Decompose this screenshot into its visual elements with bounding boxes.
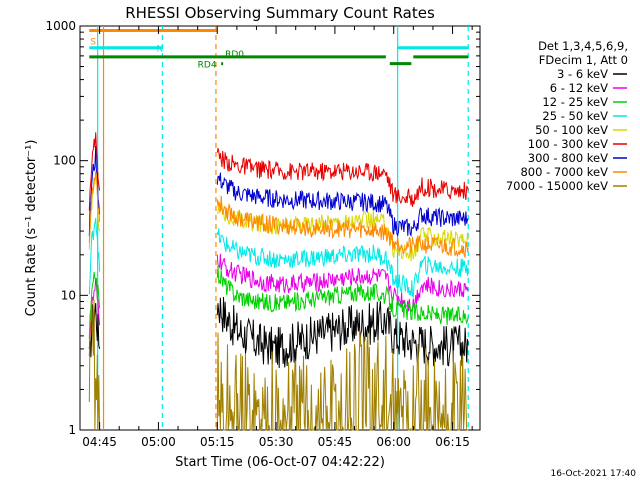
series-line — [88, 296, 101, 431]
x-tick-label: 05:45 — [318, 435, 353, 449]
flag-label: RD0 — [225, 50, 244, 60]
legend-entry: 25 - 50 keV — [542, 109, 608, 123]
y-tick-label: 100 — [53, 154, 76, 168]
legend-entry: 6 - 12 keV — [550, 81, 608, 95]
series-lines — [88, 132, 469, 431]
series-line — [216, 330, 469, 431]
x-axis-label: Start Time (06-Oct-07 04:42:22) — [175, 455, 385, 470]
y-tick-label: 1000 — [45, 19, 76, 33]
legend-entry: 3 - 6 keV — [557, 67, 608, 81]
series-line — [216, 172, 469, 238]
chart-title: RHESSI Observing Summary Count Rates — [125, 4, 435, 22]
series-100-300keV — [88, 132, 469, 211]
legend-entry: 12 - 25 keV — [542, 95, 608, 109]
series-25-50keV — [88, 218, 469, 299]
y-axis-ticks: 1 10 100 1000 — [45, 19, 480, 437]
series-line — [216, 228, 469, 299]
flag-bars: S N RD0 RD4 — [89, 29, 469, 71]
y-tick-label: 10 — [61, 288, 76, 302]
footer-timestamp: 16-Oct-2021 17:40 — [551, 469, 637, 479]
series-line — [216, 266, 469, 326]
legend-header: FDecim 1, Att 0 — [539, 53, 628, 67]
flag-label: RD4 — [198, 61, 217, 71]
legend-entry: 7000 - 15000 keV — [506, 179, 608, 193]
y-axis-label: Count Rate (s⁻¹ detector⁻¹) — [24, 140, 39, 317]
flag-label: S — [90, 38, 96, 48]
legend-entry: 800 - 7000 keV — [520, 165, 608, 179]
series-line — [88, 171, 101, 243]
series-300-800keV — [88, 146, 469, 238]
legend-header: Det 1,3,4,5,6,9, — [538, 39, 628, 53]
x-tick-label: 05:30 — [259, 435, 294, 449]
x-tick-label: 04:45 — [82, 435, 117, 449]
series-7000-15000keV — [88, 296, 469, 431]
flag-label: N — [156, 45, 163, 55]
legend-entry: 100 - 300 keV — [528, 137, 608, 151]
series-line — [216, 195, 469, 259]
x-tick-label: 06:15 — [435, 435, 470, 449]
y-tick-label: 1 — [68, 423, 76, 437]
series-line — [88, 132, 101, 211]
x-axis-ticks: 04:45 05:00 05:15 05:30 05:45 06:00 06:15 — [79, 26, 473, 449]
plot-frame — [79, 25, 481, 431]
x-tick-label: 05:15 — [200, 435, 235, 449]
x-tick-label: 05:00 — [141, 435, 176, 449]
series-line — [216, 147, 469, 207]
legend-entry: 300 - 800 keV — [528, 151, 608, 165]
series-800-7000keV — [88, 171, 469, 259]
series-line — [216, 253, 469, 313]
series-line — [88, 218, 101, 295]
legend-entry: 50 - 100 keV — [535, 123, 608, 137]
x-tick-label: 06:00 — [376, 435, 411, 449]
legend: Det 1,3,4,5,6,9,FDecim 1, Att 03 - 6 keV… — [506, 39, 628, 193]
series-line — [88, 146, 101, 237]
